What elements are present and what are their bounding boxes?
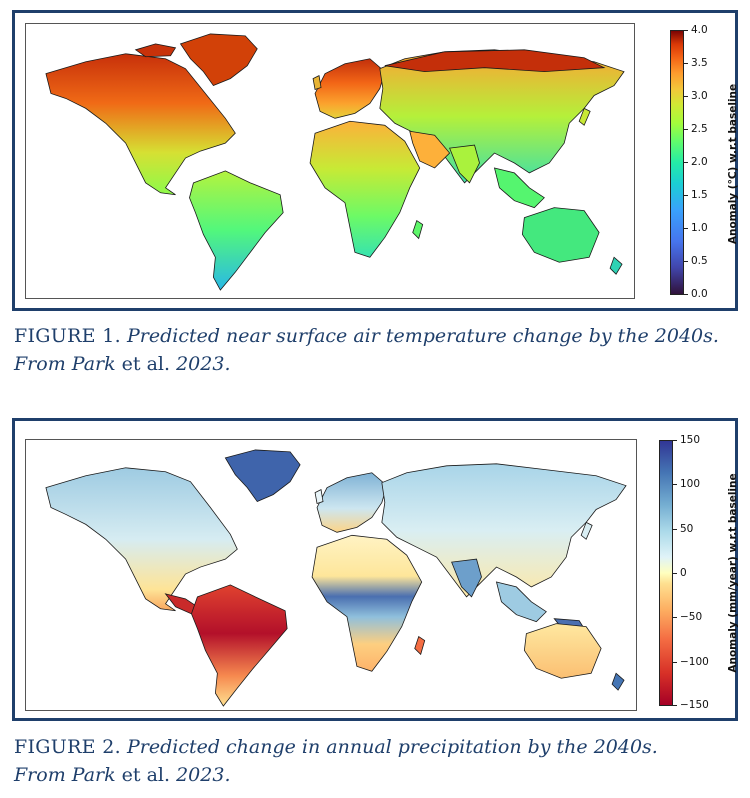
cbar2-tick-150: 150	[680, 434, 701, 446]
india	[451, 558, 482, 598]
cbar1-tick-0.0: 0.0	[691, 288, 708, 300]
madagascar	[412, 219, 424, 240]
southeast-asia	[495, 581, 547, 623]
asia	[381, 463, 627, 598]
figure-1-frame: 4.0 3.5 3.0 2.5 2.0 1.5 1.0 0.5 0.0 Anom…	[12, 10, 739, 311]
cbar1-tick-4.0: 4.0	[691, 24, 708, 36]
precipitation-colorbar-label: Anomaly (mm/year) w.r.t baseline	[727, 473, 739, 673]
temperature-map	[25, 23, 635, 299]
figure-1-prefix: FIGURE 1.	[14, 325, 121, 347]
cbar1-tick-1.5: 1.5	[691, 189, 708, 201]
figure-1-source-etal: et al.	[121, 353, 171, 375]
india	[449, 144, 480, 184]
uk	[314, 489, 324, 505]
new-zealand	[609, 256, 623, 275]
cbar2-tick-100: 100	[680, 478, 701, 490]
temperature-colorbar	[670, 30, 684, 295]
cbar2-tick-minus-150: −150	[680, 699, 709, 711]
precipitation-world-map	[45, 449, 627, 707]
figure-1-caption-text: Predicted near surface air temperature c…	[126, 325, 719, 347]
figure-1-source-year: 2023.	[176, 353, 231, 375]
greenland	[224, 449, 301, 503]
cbar2-tick-minus-100: −100	[680, 656, 709, 668]
cbar1-tick-2.0: 2.0	[691, 156, 708, 168]
uk	[312, 75, 322, 91]
japan	[580, 521, 593, 540]
south-america	[191, 584, 288, 707]
cbar1-tick-1.0: 1.0	[691, 222, 708, 234]
arabia	[409, 130, 451, 169]
figure-2-caption: FIGURE 2. Predicted change in annual pre…	[14, 733, 658, 789]
cbar1-tick-3.0: 3.0	[691, 90, 708, 102]
japan	[578, 107, 591, 126]
europe	[314, 58, 386, 119]
figure-2-source-author: From Park	[14, 764, 116, 786]
australia	[521, 207, 600, 263]
north-america	[45, 467, 238, 612]
cbar1-tick-3.5: 3.5	[691, 57, 708, 69]
siberia-north	[384, 49, 606, 73]
africa	[311, 534, 423, 672]
figure-2-prefix: FIGURE 2.	[14, 736, 121, 758]
figure-2-source-year: 2023.	[176, 764, 231, 786]
cbar1-tick-0.5: 0.5	[691, 255, 708, 267]
temperature-world-map	[45, 33, 625, 291]
figure-2-caption-text: Predicted change in annual precipitation…	[126, 736, 658, 758]
cbar2-tick-50: 50	[680, 523, 694, 535]
south-america	[189, 170, 284, 291]
new-zealand	[611, 672, 625, 691]
figure-1-caption: FIGURE 1. Predicted near surface air tem…	[14, 322, 719, 378]
greenland	[179, 33, 258, 87]
madagascar	[414, 635, 426, 656]
precipitation-colorbar	[659, 440, 673, 706]
cbar2-tick-minus-50: −50	[680, 611, 703, 623]
precipitation-map	[25, 439, 637, 711]
africa	[309, 120, 421, 258]
figure-2-source-etal: et al.	[121, 764, 171, 786]
australia	[523, 623, 602, 679]
canadian-arctic	[134, 43, 177, 58]
north-america	[45, 53, 236, 196]
cbar1-tick-2.5: 2.5	[691, 123, 708, 135]
cbar2-tick-0: 0	[680, 567, 687, 579]
southeast-asia	[493, 167, 545, 209]
figure-2-frame: 150 100 50 0 −50 −100 −150 Anomaly (mm/y…	[12, 418, 739, 721]
temperature-colorbar-label: Anomaly (°C) w.r.t baseline	[727, 83, 739, 245]
figure-1-source-author: From Park	[14, 353, 116, 375]
europe	[316, 472, 388, 533]
